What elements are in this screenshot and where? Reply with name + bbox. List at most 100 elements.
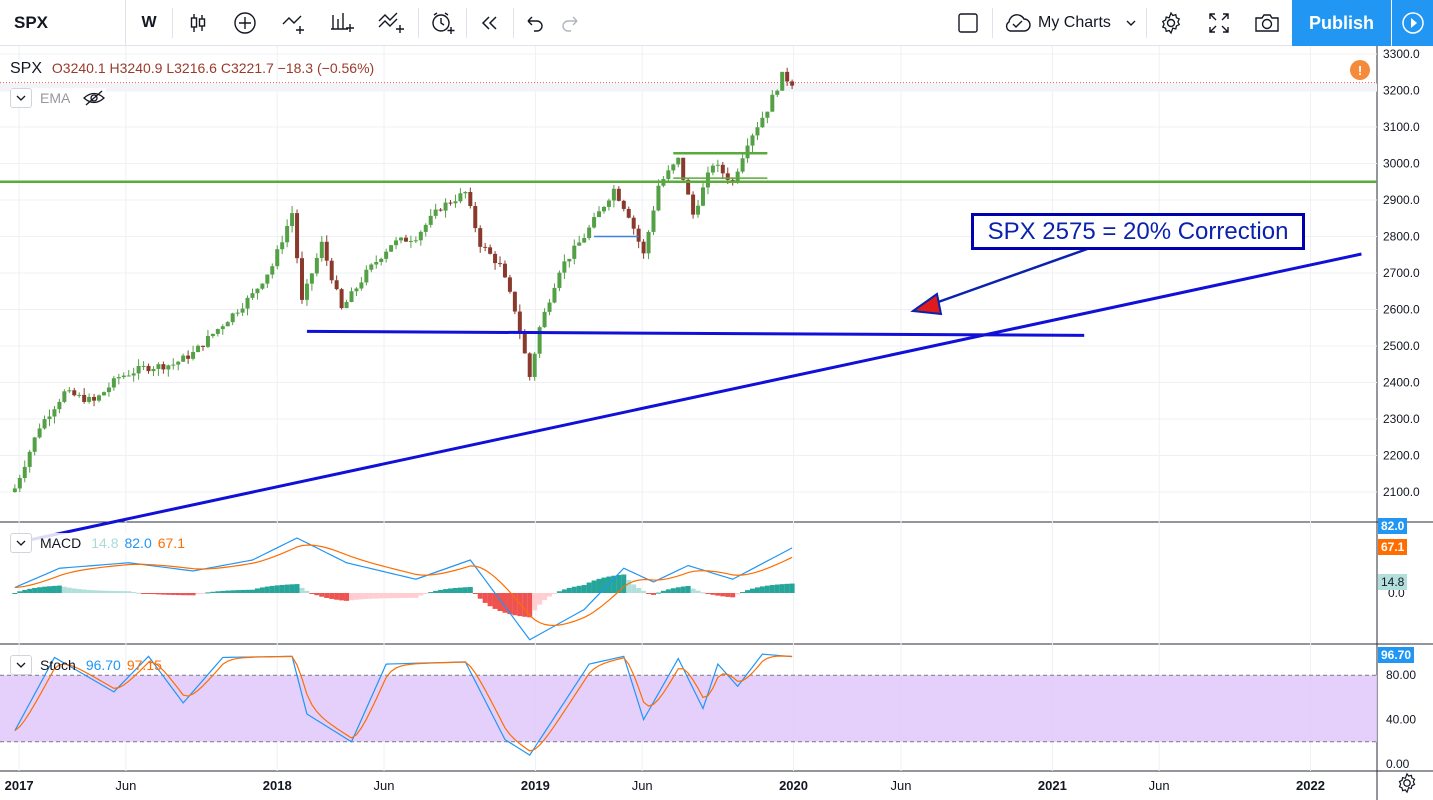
price-axis-label: 2800.0 xyxy=(1383,230,1420,244)
fullscreen-button[interactable] xyxy=(1196,0,1242,46)
candle-body xyxy=(364,269,369,283)
candle-body xyxy=(448,202,453,204)
correction-annotation[interactable]: SPX 2575 = 20% Correction xyxy=(971,213,1305,250)
stoch-collapse-button[interactable] xyxy=(10,655,32,675)
macd-histogram-bar xyxy=(769,585,775,593)
macd-histogram-bar xyxy=(710,593,716,595)
candle-body xyxy=(527,353,532,377)
candle-body xyxy=(62,391,67,402)
time-axis-label: 2021 xyxy=(1038,778,1067,793)
macd-histogram xyxy=(12,574,795,618)
signal-axis-tag: 67.1 xyxy=(1378,539,1408,555)
candle-body xyxy=(582,238,587,243)
macd-histogram-bar xyxy=(195,593,201,595)
macd-histogram-bar xyxy=(175,593,181,596)
layout-button[interactable] xyxy=(946,0,990,46)
replay-button[interactable] xyxy=(468,0,512,46)
stoch-k-value: 96.70 xyxy=(85,657,121,673)
alert-button[interactable] xyxy=(420,0,466,46)
candle-body xyxy=(329,260,334,281)
price-axis-label: 2700.0 xyxy=(1383,266,1420,280)
candle-body xyxy=(760,117,765,128)
candle-body xyxy=(453,201,458,204)
macd-collapse-button[interactable] xyxy=(10,533,32,553)
eye-hidden-icon[interactable] xyxy=(82,89,106,107)
macd-histogram-bar xyxy=(378,593,384,599)
macd-histogram-bar xyxy=(131,592,137,594)
candle-body xyxy=(656,185,661,211)
macd-histogram-bar xyxy=(259,587,265,593)
warning-icon[interactable]: ! xyxy=(1350,60,1370,80)
macd-histogram-bar xyxy=(86,589,92,593)
macd-histogram-bar xyxy=(81,589,87,593)
axis-settings-button[interactable] xyxy=(1396,772,1420,796)
macd-histogram-bar xyxy=(17,591,23,593)
snapshot-button[interactable] xyxy=(1244,0,1290,46)
price-axis-label: 2400.0 xyxy=(1383,376,1420,390)
compare-button[interactable] xyxy=(272,0,318,46)
chevron-down-icon xyxy=(16,95,26,101)
macd-histogram-bar xyxy=(715,593,721,596)
drawings-layer xyxy=(0,152,1377,545)
candle-body xyxy=(557,272,562,288)
ema-collapse-button[interactable] xyxy=(10,88,32,108)
last-price-shade xyxy=(0,83,1377,92)
macd-histogram-bar xyxy=(705,593,711,594)
macd-histogram-bar xyxy=(448,588,454,593)
candle-body xyxy=(97,395,102,401)
symbol-search[interactable]: SPX xyxy=(0,0,126,46)
add-indicator-button[interactable] xyxy=(222,0,268,46)
macd-histogram-bar xyxy=(200,593,206,594)
macd-line-value: 82.0 xyxy=(124,535,152,551)
macd-histogram-bar xyxy=(136,592,142,594)
stoch-d-line xyxy=(14,655,793,752)
chart-canvas[interactable]: 2017 Jun 2018 Jun 2019 Jun 2020 Jun 2021 Jun 2022 3… xyxy=(0,46,1433,800)
toolbar-divider xyxy=(172,8,173,38)
candle-body xyxy=(443,202,448,211)
candle-body xyxy=(260,283,265,289)
macd-histogram-bar xyxy=(720,593,726,597)
candle-body xyxy=(285,226,290,243)
macd-histogram-bar xyxy=(740,592,746,594)
macd-histogram-bar xyxy=(408,593,414,598)
waves-plus-icon xyxy=(378,12,404,33)
macd-histogram-bar xyxy=(566,587,572,593)
macd-histogram-bar xyxy=(660,590,666,593)
candle-type-button[interactable] xyxy=(176,0,220,46)
settings-button[interactable] xyxy=(1148,0,1194,46)
templates-button[interactable] xyxy=(368,0,416,46)
macd-histogram-bar xyxy=(779,584,785,593)
macd-histogram-bar xyxy=(438,589,444,593)
candle-body xyxy=(512,291,517,312)
my-charts-button[interactable]: My Charts xyxy=(996,0,1144,46)
candle-body xyxy=(196,345,201,353)
interval-button[interactable]: W xyxy=(126,0,172,46)
macd-histogram-bar xyxy=(735,593,741,595)
candle-body xyxy=(87,396,92,402)
macd-histogram-bar xyxy=(279,584,285,593)
interval-label: W xyxy=(141,14,157,31)
macd-histogram-bar xyxy=(210,591,216,593)
price-axis-label: 2200.0 xyxy=(1383,449,1420,463)
time-axis-label: Jun xyxy=(1149,778,1170,793)
publish-button[interactable]: Publish xyxy=(1292,0,1391,46)
macd-histogram-bar xyxy=(527,593,533,618)
indicators-button[interactable] xyxy=(320,0,366,46)
macd-histogram-bar xyxy=(452,587,458,593)
undo-button[interactable] xyxy=(516,0,554,46)
macd-histogram-bar xyxy=(309,593,315,594)
macd-histogram-bar xyxy=(334,593,340,600)
candle-body xyxy=(166,365,171,370)
macd-histogram-bar xyxy=(487,593,493,607)
price-axis-label: 2300.0 xyxy=(1383,412,1420,426)
macd-histogram-bar xyxy=(512,593,518,616)
candle-body xyxy=(245,297,250,309)
candle-body xyxy=(22,466,27,478)
macd-histogram-bar xyxy=(304,590,310,593)
bars-plus-icon xyxy=(331,13,354,32)
macd-histogram-bar xyxy=(754,587,760,593)
redo-button[interactable] xyxy=(552,0,588,46)
candle-body xyxy=(280,242,285,250)
play-button[interactable] xyxy=(1392,0,1433,46)
candle-body xyxy=(592,217,597,228)
